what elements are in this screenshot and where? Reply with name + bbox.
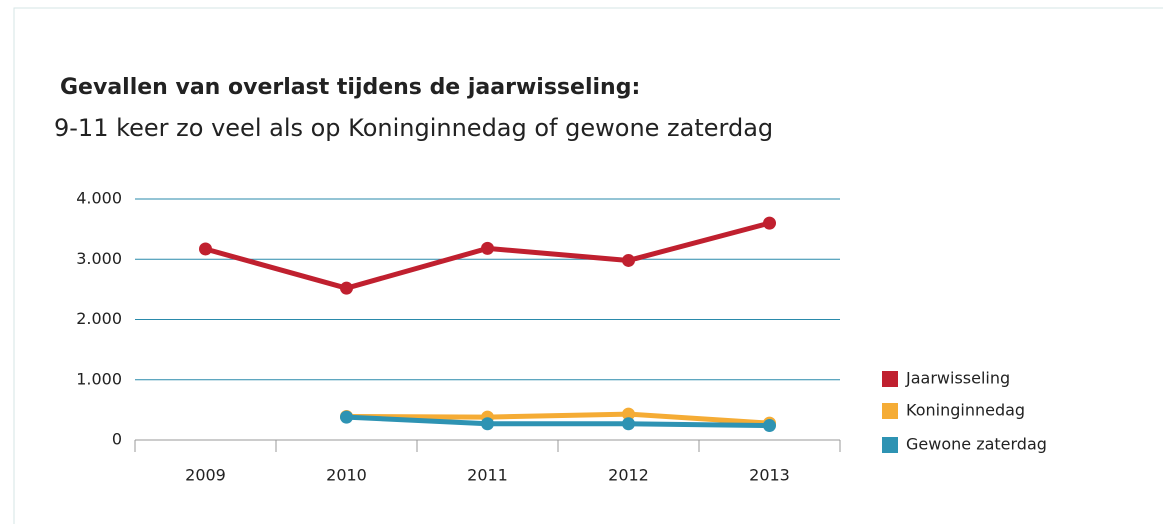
series-line [346,414,770,429]
legend-swatch [882,403,898,419]
y-tick-label: 4.000 [76,189,122,208]
legend-swatch [882,437,898,453]
chart-title: Gevallen van overlast tijdens de jaarwis… [60,75,640,100]
series-line [204,220,771,291]
frame [13,7,1163,524]
legend-label: Gewone zaterdag [906,435,1047,454]
y-tick-label: 0 [112,430,122,449]
data-point [340,410,353,424]
data-point [763,216,776,230]
data-point [622,407,635,421]
legend-label: Jaarwisseling [905,369,1010,388]
y-tick-label: 1.000 [76,369,122,388]
data-point [199,242,212,256]
data-point [622,253,635,267]
x-tick-label: 2013 [749,466,790,485]
data-point [481,241,494,255]
y-tick-label: 3.000 [76,249,122,268]
data-point [481,417,494,431]
x-tick-label: 2010 [326,466,367,485]
data-point [622,417,635,431]
legend-swatch [882,371,898,387]
x-tick-label: 2009 [185,466,226,485]
data-point [763,419,776,433]
data-point [340,281,353,295]
legend-label: Koninginnedag [906,401,1025,420]
chart-subtitle: 9-11 keer zo veel als op Koninginnedag o… [54,114,773,142]
x-tick-label: 2012 [608,466,649,485]
series-line [346,411,770,426]
x-tick-label: 2011 [467,466,508,485]
y-tick-label: 2.000 [76,309,122,328]
